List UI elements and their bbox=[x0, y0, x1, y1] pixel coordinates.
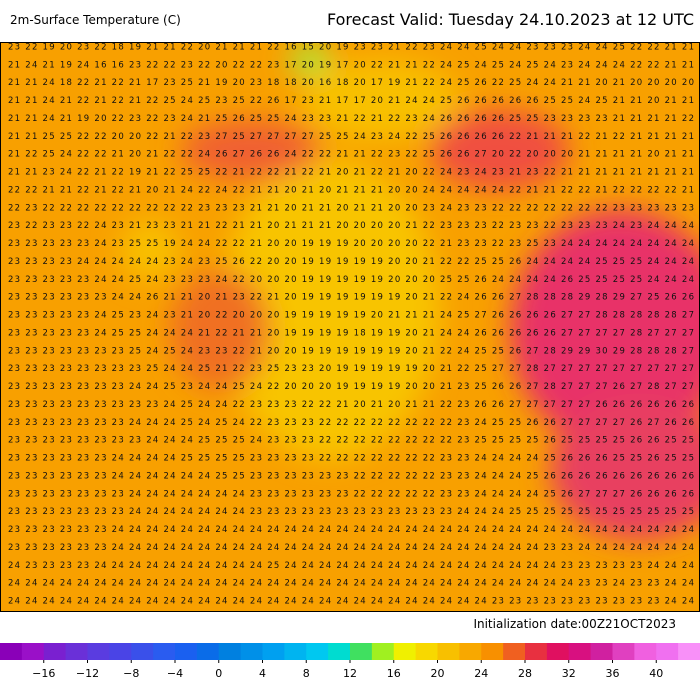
grid-row: 21 22 25 24 22 22 21 20 21 22 22 24 26 2… bbox=[8, 150, 694, 160]
colorbar-label: 32 bbox=[562, 667, 576, 680]
colorbar-segment bbox=[678, 643, 700, 660]
grid-row: 24 24 24 24 24 24 24 24 24 24 24 24 24 2… bbox=[8, 579, 694, 589]
colorbar: −16 −12 −8 −4 0 4 8 12 16 20 24 28 32 36 40 bbox=[0, 643, 700, 680]
colorbar-segment bbox=[87, 643, 110, 660]
grid-row: 23 23 23 23 23 23 23 25 24 25 24 23 23 2… bbox=[8, 346, 694, 356]
colorbar-label: −4 bbox=[167, 667, 183, 680]
colorbar-segment bbox=[590, 643, 613, 660]
grid-row: 21 21 24 18 22 21 22 21 17 23 25 21 19 2… bbox=[8, 78, 694, 88]
grid-row: 23 23 23 23 23 24 25 25 24 24 24 21 22 2… bbox=[8, 328, 694, 338]
temperature-shading bbox=[120, 46, 700, 540]
grid-row: 24 23 23 23 23 24 24 24 24 24 24 24 24 2… bbox=[8, 561, 694, 571]
grid-row: 21 21 23 24 22 21 22 19 21 22 25 25 22 2… bbox=[8, 168, 694, 178]
colorbar-segment bbox=[525, 643, 548, 660]
colorbar-segment bbox=[503, 643, 526, 660]
colorbar-segment bbox=[131, 643, 154, 660]
colorbar-segment bbox=[153, 643, 176, 660]
grid-row: 23 23 23 23 23 23 24 24 26 21 21 20 21 2… bbox=[8, 293, 694, 303]
initialization-date: Initialization date:00Z21OCT2023 bbox=[473, 617, 676, 631]
colorbar-label: 36 bbox=[606, 667, 620, 680]
colorbar-label: 4 bbox=[259, 667, 266, 680]
colorbar-segment bbox=[437, 643, 460, 660]
grid-row: 24 24 24 24 24 24 24 24 24 24 24 24 24 2… bbox=[8, 597, 694, 607]
grid-row: 23 23 23 23 23 23 23 23 23 24 25 24 24 2… bbox=[8, 400, 694, 410]
colorbar-segment bbox=[546, 643, 570, 660]
colorbar-segment bbox=[65, 643, 88, 660]
colorbar-label: 16 bbox=[387, 667, 401, 680]
colorbar-label: −8 bbox=[123, 667, 139, 680]
grid-row: 23 23 23 23 23 23 24 24 24 24 24 24 24 2… bbox=[8, 543, 694, 553]
colorbar-segment bbox=[371, 643, 395, 660]
grid-row: 21 21 24 21 19 20 22 23 22 23 24 21 25 2… bbox=[8, 114, 694, 124]
grid-row: 21 24 21 19 24 16 16 23 22 22 23 22 20 2… bbox=[8, 60, 694, 70]
grid-row: 23 23 23 23 23 23 23 23 24 24 24 25 25 2… bbox=[8, 436, 694, 446]
grid-row: 21 21 24 21 22 21 22 21 22 25 24 25 23 2… bbox=[8, 96, 694, 106]
colorbar-segment bbox=[284, 643, 307, 660]
colorbar-segment bbox=[240, 643, 263, 660]
grid-row: 22 22 21 21 22 21 22 21 20 21 24 22 24 2… bbox=[8, 185, 694, 195]
colorbar-label: 24 bbox=[474, 667, 488, 680]
colorbar-segment bbox=[415, 643, 438, 660]
grid-row: 23 23 23 23 23 23 23 24 24 24 24 24 24 2… bbox=[8, 489, 694, 499]
colorbar-segment bbox=[459, 643, 482, 660]
map-field: 23 22 19 20 23 22 18 19 21 21 22 20 21 2… bbox=[0, 42, 700, 612]
colorbar-segment bbox=[328, 643, 351, 660]
grid-row: 23 23 23 23 23 23 23 23 25 24 24 25 21 2… bbox=[8, 364, 694, 374]
colorbar-segment bbox=[196, 643, 220, 660]
colorbar-segment bbox=[481, 643, 504, 660]
colorbar-label: 28 bbox=[518, 667, 532, 680]
grid-row: 23 22 23 23 22 24 23 21 23 23 21 21 22 2… bbox=[8, 221, 694, 231]
forecast-valid: Forecast Valid: Tuesday 24.10.2023 at 12… bbox=[327, 10, 694, 29]
grid-row: 23 23 23 23 23 23 24 24 24 24 24 24 24 2… bbox=[8, 525, 694, 535]
grid-row: 23 23 23 23 23 23 23 24 24 24 24 24 24 2… bbox=[8, 507, 694, 517]
colorbar-segment bbox=[568, 643, 592, 660]
colorbar-label: 0 bbox=[215, 667, 222, 680]
colorbar-label: −12 bbox=[76, 667, 99, 680]
grid-row: 23 23 23 23 23 24 24 25 24 23 23 23 24 2… bbox=[8, 275, 694, 285]
grid-row: 22 23 22 22 22 22 22 22 22 22 22 23 23 2… bbox=[8, 203, 694, 213]
grid-row: 23 23 23 23 23 23 23 24 24 25 23 24 24 2… bbox=[8, 382, 694, 392]
grid-row: 23 23 23 23 23 24 25 23 24 23 21 20 22 2… bbox=[8, 311, 694, 321]
grid-row: 21 21 25 25 22 22 20 20 22 21 22 23 27 2… bbox=[8, 132, 694, 142]
colorbar-segment bbox=[306, 643, 329, 660]
colorbar-segment bbox=[350, 643, 373, 660]
colorbar-segment bbox=[634, 643, 657, 660]
title: 2m-Surface Temperature (C) bbox=[10, 13, 181, 27]
colorbar-segment bbox=[109, 643, 132, 660]
colorbar-label: −16 bbox=[32, 667, 55, 680]
colorbar-label: 8 bbox=[303, 667, 310, 680]
colorbar-label: 40 bbox=[649, 667, 663, 680]
grid-row: 23 23 23 23 24 24 24 24 24 23 24 23 25 2… bbox=[8, 257, 694, 267]
colorbar-label: 12 bbox=[343, 667, 357, 680]
grid-row: 23 23 23 23 23 23 23 24 24 24 25 24 25 2… bbox=[8, 418, 694, 428]
grid-row: 23 23 23 23 23 24 23 25 25 19 24 24 22 2… bbox=[8, 239, 694, 249]
colorbar-segment bbox=[21, 643, 45, 660]
colorbar-segment bbox=[43, 643, 67, 660]
colorbar-label: 20 bbox=[431, 667, 445, 680]
colorbar-segment bbox=[0, 643, 23, 660]
grid-row: 23 22 19 20 23 22 18 19 21 21 22 20 21 2… bbox=[8, 43, 694, 53]
grid-row: 23 23 23 23 23 23 24 24 24 24 25 25 25 2… bbox=[8, 454, 694, 464]
colorbar-segment bbox=[262, 643, 285, 660]
colorbar-segment bbox=[218, 643, 242, 660]
grid-values: 23 22 19 20 23 22 18 19 21 21 22 20 21 2… bbox=[8, 43, 694, 607]
colorbar-segment bbox=[175, 643, 198, 660]
colorbar-segment bbox=[612, 643, 635, 660]
colorbar-segment bbox=[656, 643, 679, 660]
colorbar-segment bbox=[393, 643, 417, 660]
grid-row: 23 23 23 23 23 23 24 24 24 24 24 24 25 2… bbox=[8, 471, 694, 481]
